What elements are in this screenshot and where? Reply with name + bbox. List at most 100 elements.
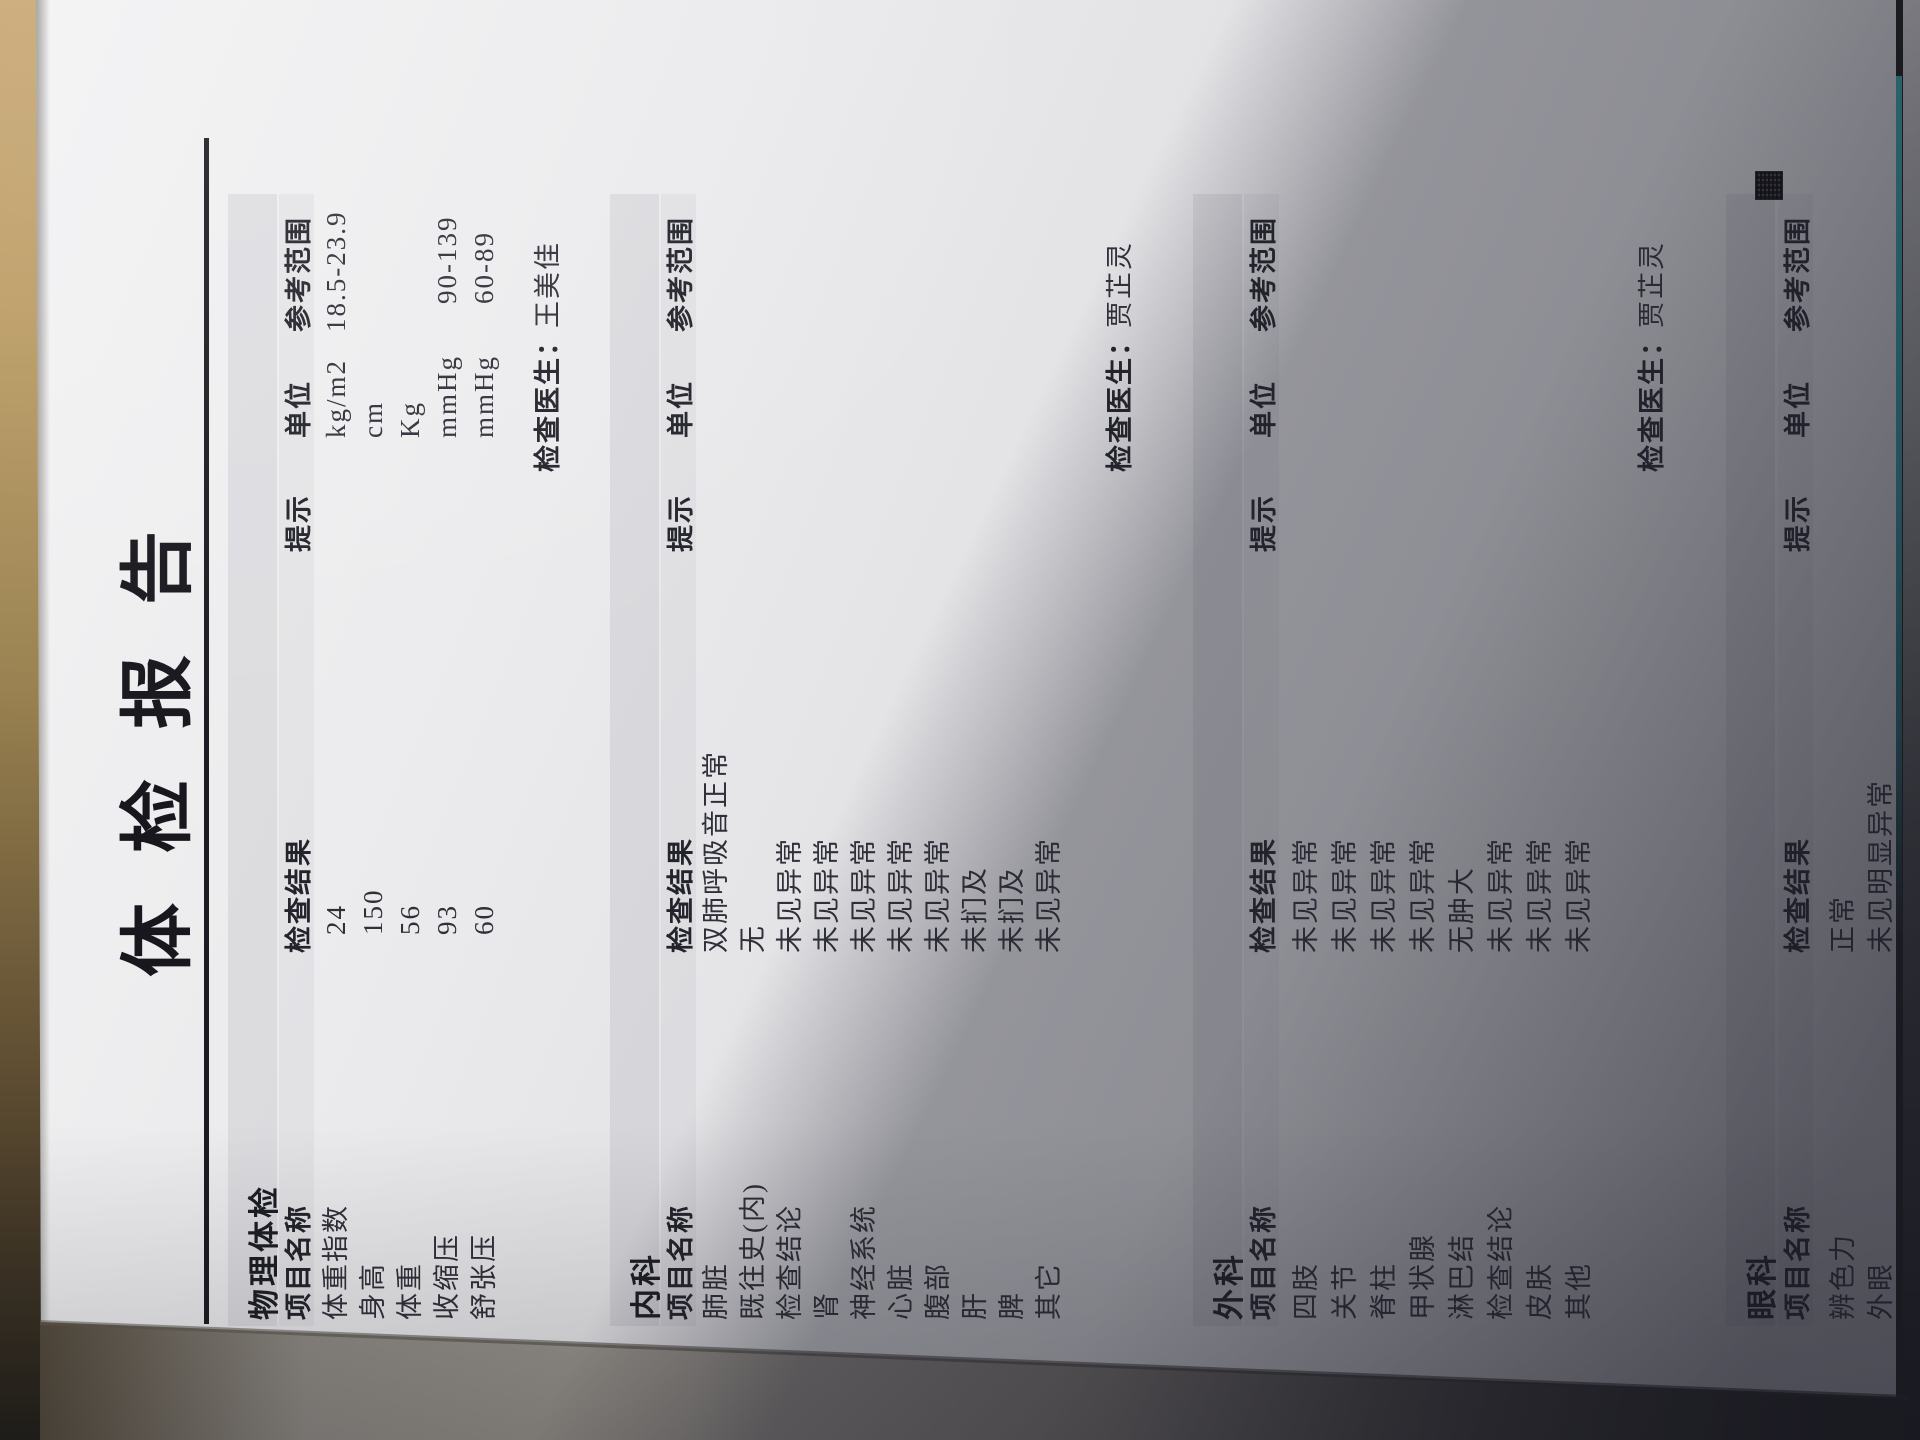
row-result: 无肿大 bbox=[1447, 866, 1477, 953]
col-header-item: 项目名称 bbox=[666, 1204, 696, 1320]
col-header-item: 项目名称 bbox=[284, 1204, 314, 1320]
col-header-unit: 单位 bbox=[284, 380, 314, 438]
row-result: 未扪及 bbox=[960, 866, 990, 953]
row-label: 脾 bbox=[997, 1291, 1027, 1320]
doctor-label: 检查医生： bbox=[1105, 327, 1135, 472]
col-header-hint: 提示 bbox=[1783, 494, 1813, 552]
col-header-result: 检查结果 bbox=[666, 837, 696, 953]
row-result: 未见异常 bbox=[1369, 837, 1399, 953]
row-result: 未见异常 bbox=[849, 837, 879, 953]
row-unit: Kg bbox=[395, 401, 425, 438]
row-result: 93 bbox=[432, 904, 462, 935]
row-label: 皮肤 bbox=[1525, 1262, 1555, 1320]
row-label: 检查结论 bbox=[1486, 1204, 1516, 1320]
report-page: 体检报告 物理体检 项目名称 检查结果 提示 单位 参考范围 体重指数 24 k… bbox=[38, 0, 1896, 1397]
row-label: 甲状腺 bbox=[1408, 1233, 1438, 1320]
row-unit: cm bbox=[358, 401, 388, 438]
row-range: 90-139 bbox=[432, 215, 462, 305]
row-unit: mmHg bbox=[432, 354, 462, 438]
col-header-result: 检查结果 bbox=[284, 837, 314, 953]
section-band bbox=[610, 194, 659, 1326]
section-band bbox=[228, 194, 277, 1326]
row-label: 腹部 bbox=[923, 1262, 953, 1320]
row-label: 肝 bbox=[960, 1291, 990, 1320]
row-label: 外眼 bbox=[1866, 1262, 1896, 1320]
row-label: 辨色力 bbox=[1828, 1233, 1858, 1320]
section-band bbox=[1726, 194, 1775, 1326]
section-band bbox=[1778, 194, 1813, 1326]
section-band bbox=[1244, 194, 1279, 1326]
row-label: 身高 bbox=[358, 1262, 388, 1320]
doctor-label: 检查医生： bbox=[1637, 327, 1667, 472]
col-header-hint: 提示 bbox=[284, 494, 314, 552]
row-label: 舒张压 bbox=[469, 1233, 499, 1320]
section-title: 外科 bbox=[1212, 1252, 1247, 1320]
row-result: 无 bbox=[738, 924, 768, 953]
row-label: 心脏 bbox=[886, 1262, 916, 1320]
section-band bbox=[1193, 194, 1242, 1326]
row-result: 24 bbox=[321, 904, 351, 935]
row-label: 关节 bbox=[1330, 1262, 1360, 1320]
row-label: 体重指数 bbox=[321, 1204, 351, 1320]
row-result: 未见异常 bbox=[1330, 837, 1360, 953]
wooden-table-strip bbox=[0, 0, 40, 1440]
row-result: 未见异常 bbox=[1564, 837, 1594, 953]
row-result: 60 bbox=[469, 904, 499, 935]
row-result: 未见异常 bbox=[812, 837, 842, 953]
row-unit: mmHg bbox=[469, 354, 499, 438]
row-label: 淋巴结 bbox=[1447, 1233, 1477, 1320]
row-label: 既往史(内) bbox=[738, 1182, 768, 1320]
row-label: 脊柱 bbox=[1369, 1262, 1399, 1320]
row-range: 18.5-23.9 bbox=[321, 210, 351, 333]
col-header-range: 参考范围 bbox=[284, 216, 314, 332]
section-band bbox=[279, 194, 314, 1326]
row-range: 60-89 bbox=[469, 231, 499, 304]
row-result: 未扪及 bbox=[997, 866, 1027, 953]
row-label: 体重 bbox=[395, 1262, 425, 1320]
title-underline bbox=[204, 138, 209, 1324]
col-header-range: 参考范围 bbox=[1783, 216, 1813, 332]
stamp-mark bbox=[1755, 171, 1783, 200]
col-header-unit: 单位 bbox=[1783, 380, 1813, 438]
row-result: 未见异常 bbox=[1034, 837, 1064, 953]
row-result: 未见异常 bbox=[1525, 837, 1555, 953]
section-title: 内科 bbox=[629, 1252, 664, 1320]
page-title: 体检报告 bbox=[118, 481, 200, 977]
row-result: 未见异常 bbox=[1291, 837, 1321, 953]
row-label: 神经系统 bbox=[849, 1204, 879, 1320]
col-header-result: 检查结果 bbox=[1783, 837, 1813, 953]
col-header-range: 参考范围 bbox=[1249, 216, 1279, 332]
col-header-item: 项目名称 bbox=[1783, 1204, 1813, 1320]
col-header-unit: 单位 bbox=[1249, 380, 1279, 438]
doctor-name: 王美佳 bbox=[533, 241, 563, 328]
row-label: 检查结论 bbox=[775, 1204, 805, 1320]
row-result: 未见异常 bbox=[923, 837, 953, 953]
row-result: 56 bbox=[395, 904, 425, 935]
doctor-name: 贾芷灵 bbox=[1637, 241, 1667, 328]
row-result: 未见异常 bbox=[886, 837, 916, 953]
teal-book-edge bbox=[1896, 76, 1902, 956]
col-header-unit: 单位 bbox=[666, 380, 696, 438]
col-header-item: 项目名称 bbox=[1249, 1204, 1279, 1320]
row-label: 肺脏 bbox=[701, 1262, 731, 1320]
col-header-result: 检查结果 bbox=[1249, 837, 1279, 953]
row-label: 收缩压 bbox=[432, 1233, 462, 1320]
doctor-label: 检查医生： bbox=[533, 327, 563, 472]
section-band bbox=[661, 194, 696, 1326]
row-unit: kg/m2 bbox=[321, 358, 351, 438]
col-header-hint: 提示 bbox=[666, 494, 696, 552]
row-result: 150 bbox=[358, 888, 388, 936]
section-title: 物理体检 bbox=[247, 1184, 282, 1320]
row-result: 未见异常 bbox=[775, 837, 805, 953]
row-result: 未见异常 bbox=[1486, 837, 1516, 953]
row-label: 肾 bbox=[812, 1291, 842, 1320]
col-header-hint: 提示 bbox=[1249, 494, 1279, 552]
doctor-name: 贾芷灵 bbox=[1105, 241, 1135, 328]
right-table-sliver bbox=[1903, 0, 1920, 1440]
section-title: 眼科 bbox=[1745, 1252, 1780, 1320]
col-header-range: 参考范围 bbox=[666, 216, 696, 332]
row-result: 正常 bbox=[1828, 895, 1858, 953]
row-label: 其他 bbox=[1564, 1262, 1594, 1320]
